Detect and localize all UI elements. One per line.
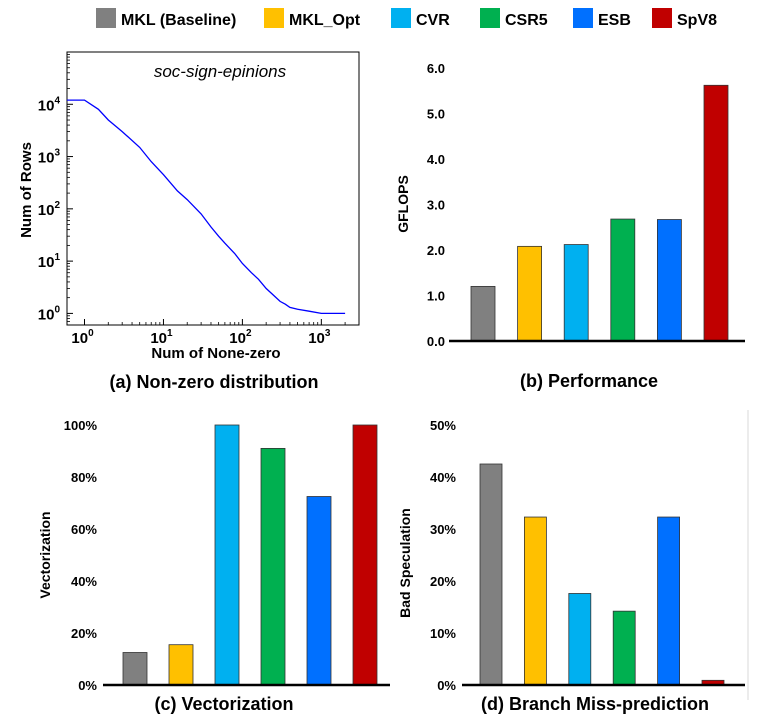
bar (168, 644, 194, 686)
y-tick-label: 30% (430, 522, 456, 537)
bar (568, 593, 592, 686)
legend: MKL (Baseline) MKL_Opt CVR CSR5 ESB SpV8 (96, 8, 717, 29)
distribution-line (67, 99, 346, 315)
y-tick-label: 2.0 (427, 243, 445, 258)
y-tick-label: 101 (38, 252, 61, 271)
y-tick-label: 80% (71, 470, 97, 485)
y-tick-label: 20% (430, 574, 456, 589)
legend-label: SpV8 (677, 12, 717, 29)
y-axis-label: GFLOPS (395, 175, 411, 233)
bars (470, 84, 729, 342)
legend-swatch (573, 8, 593, 28)
y-tick-label: 5.0 (427, 107, 445, 122)
panel-c-vectorization: 0% 20% 40% 60% 80% 100% Vectorization (c) Vec… (37, 418, 390, 714)
bar (517, 245, 542, 342)
legend-swatch (391, 8, 411, 28)
bar (657, 219, 682, 342)
y-tick-label: 40% (71, 574, 97, 589)
bar (610, 218, 636, 342)
y-tick-label: 4.0 (427, 152, 445, 167)
y-tick-label: 0% (78, 678, 97, 693)
bar (657, 516, 680, 686)
legend-swatch (480, 8, 500, 28)
bar (214, 424, 240, 686)
x-tick-label: 103 (308, 328, 331, 347)
y-axis-label: Bad Speculation (397, 508, 413, 618)
y-tick-label: 0.0 (427, 334, 445, 349)
bar (470, 285, 496, 342)
x-axis-label: Num of None-zero (151, 345, 280, 362)
plot-frame (66, 51, 360, 326)
panel-b-performance: 0.0 1.0 2.0 3.0 4.0 5.0 6.0 GFLOPS (b) Perform… (395, 61, 745, 391)
y-tick-label: 104 (38, 95, 61, 114)
y-tick-label: 60% (71, 522, 97, 537)
bar (612, 610, 636, 686)
legend-swatch (264, 8, 284, 28)
bar (479, 463, 503, 686)
y-ticks: 0% 10% 20% 30% 40% 50% (430, 418, 456, 693)
y-tick-label: 103 (38, 148, 61, 167)
y-tick-label: 0% (437, 678, 456, 693)
legend-label: CVR (416, 12, 450, 29)
panel-d-branch-miss: 0% 10% 20% 30% 40% 50% Bad Speculation (d) Br… (397, 410, 749, 714)
legend-label: MKL (Baseline) (121, 12, 236, 29)
panel-caption: (c) Vectorization (154, 694, 293, 714)
y-tick-label: 1.0 (427, 289, 445, 304)
legend-label: CSR5 (505, 12, 548, 29)
y-tick-label: 40% (430, 470, 456, 485)
panel-caption: (d) Branch Miss-prediction (481, 694, 709, 714)
bar (524, 516, 547, 686)
bar (306, 496, 332, 686)
y-ticks: 0% 20% 40% 60% 80% 100% (64, 418, 98, 693)
y-ticks: 0.0 1.0 2.0 3.0 4.0 5.0 6.0 (427, 61, 445, 349)
y-axis-label: Vectorization (37, 511, 53, 598)
x-tick-label: 101 (150, 328, 173, 347)
y-tick-label: 100 (38, 304, 61, 323)
y-tick-label: 102 (38, 200, 61, 219)
bar (122, 652, 148, 686)
y-axis-label: Num of Rows (18, 142, 35, 238)
y-tick-label: 50% (430, 418, 456, 433)
y-tick-label: 6.0 (427, 61, 445, 76)
legend-label: ESB (598, 12, 631, 29)
bar (703, 84, 729, 342)
bars (122, 424, 378, 686)
plot-title: soc-sign-epinions (154, 62, 287, 81)
x-ticks: 100 101 102 103 (71, 319, 360, 347)
y-tick-label: 100% (64, 418, 98, 433)
y-tick-label: 20% (71, 626, 97, 641)
legend-label: MKL_Opt (289, 12, 361, 29)
bar (260, 447, 286, 686)
bar (563, 244, 589, 342)
panel-caption: (a) Non-zero distribution (110, 372, 319, 392)
panel-caption: (b) Performance (520, 371, 658, 391)
bar (352, 424, 378, 686)
legend-swatch (96, 8, 116, 28)
x-tick-label: 100 (71, 328, 94, 347)
y-tick-label: 10% (430, 626, 456, 641)
y-ticks: 100 101 102 103 104 (38, 53, 73, 326)
legend-swatch (652, 8, 672, 28)
x-tick-label: 102 (229, 328, 252, 347)
panel-a-distribution: soc-sign-epinions 100 101 102 103 100 101 102… (18, 51, 360, 392)
bars (479, 463, 725, 686)
y-tick-label: 3.0 (427, 198, 445, 213)
